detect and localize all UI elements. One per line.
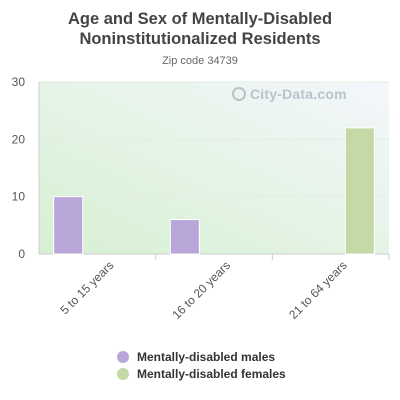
x-tick-label: 16 to 20 years <box>169 258 233 322</box>
plot-area <box>39 82 389 254</box>
grid-lines <box>39 81 389 198</box>
watermark-text: City-Data.com <box>250 86 347 102</box>
chart-title-line-1: Age and Sex of Mentally-Disabled <box>67 10 333 28</box>
y-tick-label: 10 <box>12 190 26 204</box>
legend-swatch-males <box>117 351 129 363</box>
y-tick-label: 0 <box>18 247 25 261</box>
bars <box>53 127 375 255</box>
axes <box>38 82 390 260</box>
chart-title-line-2: Noninstitutionalized Residents <box>79 30 321 48</box>
watermark: City-Data.com <box>232 86 347 102</box>
bar <box>53 196 84 255</box>
legend-label-males: Mentally-disabled males <box>137 350 276 364</box>
legend: Mentally-disabled males Mentally-disable… <box>117 349 286 383</box>
legend-item-males: Mentally-disabled males <box>117 349 286 365</box>
x-tick-label: 21 to 64 years <box>286 258 350 322</box>
chart-subtitle: Zip code 34739 <box>162 55 238 67</box>
chart-title: Age and Sex of Mentally-Disabled Noninst… <box>0 9 400 49</box>
bar <box>344 127 375 255</box>
legend-item-females: Mentally-disabled females <box>117 366 286 382</box>
x-tick-label: 5 to 15 years <box>57 258 116 317</box>
watermark-search-icon <box>232 87 246 101</box>
bar <box>169 219 200 255</box>
y-tick-label: 20 <box>12 132 26 146</box>
legend-label-females: Mentally-disabled females <box>137 367 286 381</box>
y-tick-label: 30 <box>12 75 26 89</box>
legend-swatch-females <box>117 368 129 380</box>
